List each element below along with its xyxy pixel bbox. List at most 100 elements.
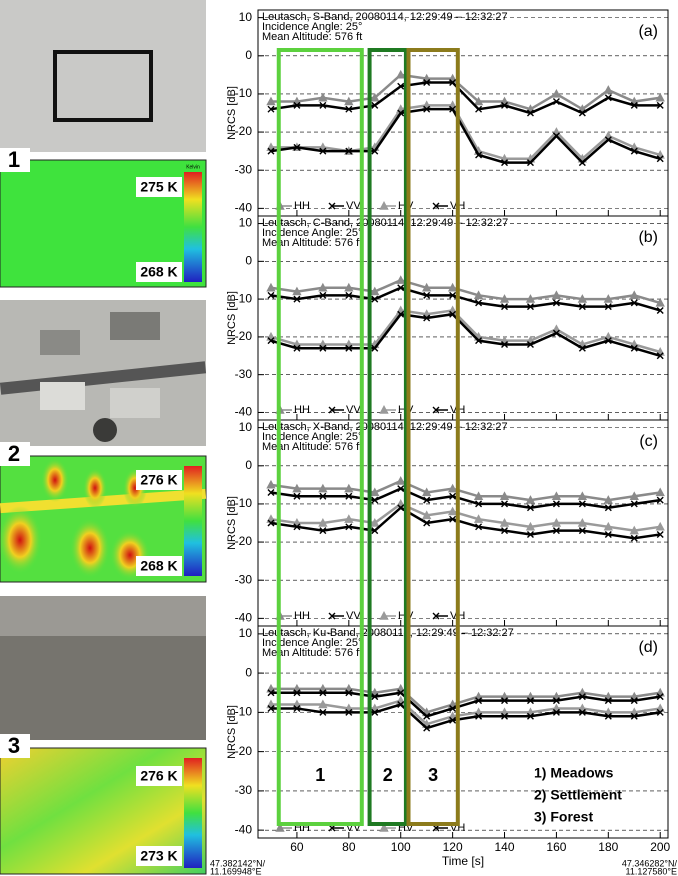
panel-title: Incidence Angle: 25°: [262, 431, 362, 443]
y-axis-label: NRCS [dB]: [226, 496, 238, 550]
series-line: [270, 104, 661, 161]
y-tick-label: -20: [235, 534, 253, 548]
temp-min: 268 K: [140, 264, 177, 280]
end-coordinate: 47.346282°N/: [622, 858, 678, 868]
panel-title: Incidence Angle: 25°: [262, 227, 362, 239]
series-line: [270, 502, 661, 532]
temp-box: [136, 177, 182, 197]
region-legend: 1) Meadows: [534, 765, 614, 781]
panel-title: Mean Altitude: 576 ft: [262, 31, 362, 43]
panel-title: Mean Altitude: 576 ft: [262, 647, 362, 659]
y-tick-label: -20: [235, 744, 253, 758]
fog: [0, 596, 206, 636]
region-label: 3: [428, 765, 438, 785]
series-line: [270, 691, 661, 718]
legend-label: VV: [346, 404, 361, 416]
y-tick-label: -20: [235, 124, 253, 138]
region-label: 1: [315, 765, 325, 785]
y-tick-label: -30: [235, 572, 253, 586]
series-line: [270, 73, 661, 111]
y-tick-label: 0: [245, 665, 252, 679]
panel-label: (c): [639, 433, 658, 450]
series-line: [270, 312, 661, 357]
temp-max: 276 K: [140, 768, 177, 784]
x-tick-label: 60: [290, 840, 304, 854]
thermal-blob: [70, 518, 110, 578]
panel-label: (a): [638, 23, 658, 40]
colorbar: [184, 172, 202, 282]
x-tick-label: 160: [546, 840, 566, 854]
y-tick-label: -10: [235, 705, 253, 719]
legend-label: HH: [294, 200, 310, 212]
thermal-blob: [0, 506, 42, 574]
series-line: [270, 687, 661, 714]
thermal-blob: [41, 458, 69, 502]
plot-frame: [257, 9, 669, 217]
temp-max: 276 K: [140, 472, 177, 488]
x-axis-label: Time [s]: [442, 854, 484, 868]
colorbar: [184, 466, 202, 576]
y-axis-label: NRCS [dB]: [226, 705, 238, 759]
y-tick-label: 10: [239, 420, 253, 434]
x-tick-label: 100: [391, 840, 411, 854]
photo-meadow: [0, 0, 206, 152]
region-legend: 3) Forest: [534, 809, 593, 825]
temp-min: 273 K: [140, 848, 177, 864]
series-line: [270, 286, 661, 312]
house: [40, 330, 80, 355]
y-tick-label: -40: [235, 201, 253, 215]
label-box: [0, 442, 30, 466]
temp-box: [136, 846, 182, 866]
x-tick-label: 120: [443, 840, 463, 854]
y-tick-label: 0: [245, 48, 252, 62]
temp-box: [136, 556, 182, 576]
panel-number: 1: [8, 147, 20, 172]
temp-min: 268 K: [140, 558, 177, 574]
y-tick-label: -10: [235, 496, 253, 510]
series-line: [270, 487, 661, 510]
series-line: [270, 699, 661, 726]
start-coordinate: 47.382142°N/: [210, 858, 266, 868]
panel-label: (d): [638, 639, 658, 656]
end-coordinate: 11.127580°E: [626, 866, 677, 876]
y-tick-label: 10: [239, 626, 253, 640]
house: [110, 388, 160, 418]
y-axis-label: NRCS [dB]: [226, 291, 238, 345]
series-line: [270, 479, 661, 502]
temp-max: 275 K: [140, 179, 177, 195]
series-line: [270, 81, 661, 115]
temp-box: [136, 470, 182, 490]
x-tick-label: 140: [495, 840, 515, 854]
series-line: [270, 278, 661, 305]
y-tick-label: -10: [235, 291, 253, 305]
y-tick-label: 10: [239, 10, 253, 24]
panel-title: Leutasch, C-Band, 20080114, 12:29:49 – 1…: [262, 217, 508, 229]
y-tick-label: 0: [245, 254, 252, 268]
panel-label: (b): [638, 229, 658, 246]
y-tick-label: -40: [235, 611, 253, 625]
house: [40, 382, 85, 410]
y-tick-label: -30: [235, 783, 253, 797]
footprint-box: [53, 50, 153, 122]
legend-label: HH: [294, 610, 310, 622]
region-box: [367, 48, 408, 826]
panel-title: Leutasch, Ku-Band, 20080114, 12:29:49 – …: [262, 627, 514, 639]
y-tick-label: -40: [235, 405, 253, 419]
series-line: [270, 107, 661, 165]
x-tick-label: 80: [342, 840, 356, 854]
region-box: [276, 48, 364, 826]
y-tick-label: -10: [235, 86, 253, 100]
start-coordinate: 11.169948°E: [210, 866, 261, 876]
y-tick-label: 0: [245, 458, 252, 472]
label-box: [0, 148, 30, 172]
plot-frame: [257, 625, 669, 839]
temp-box: [136, 262, 182, 282]
colorbar-title: Kelvin: [186, 164, 200, 170]
region-legend: 2) Settlement: [534, 787, 622, 803]
region-box: [406, 48, 460, 826]
region-label: 2: [383, 765, 393, 785]
y-axis-label: NRCS [dB]: [226, 86, 238, 140]
panel-title: Incidence Angle: 25°: [262, 21, 362, 33]
legend-label: HH: [294, 404, 310, 416]
